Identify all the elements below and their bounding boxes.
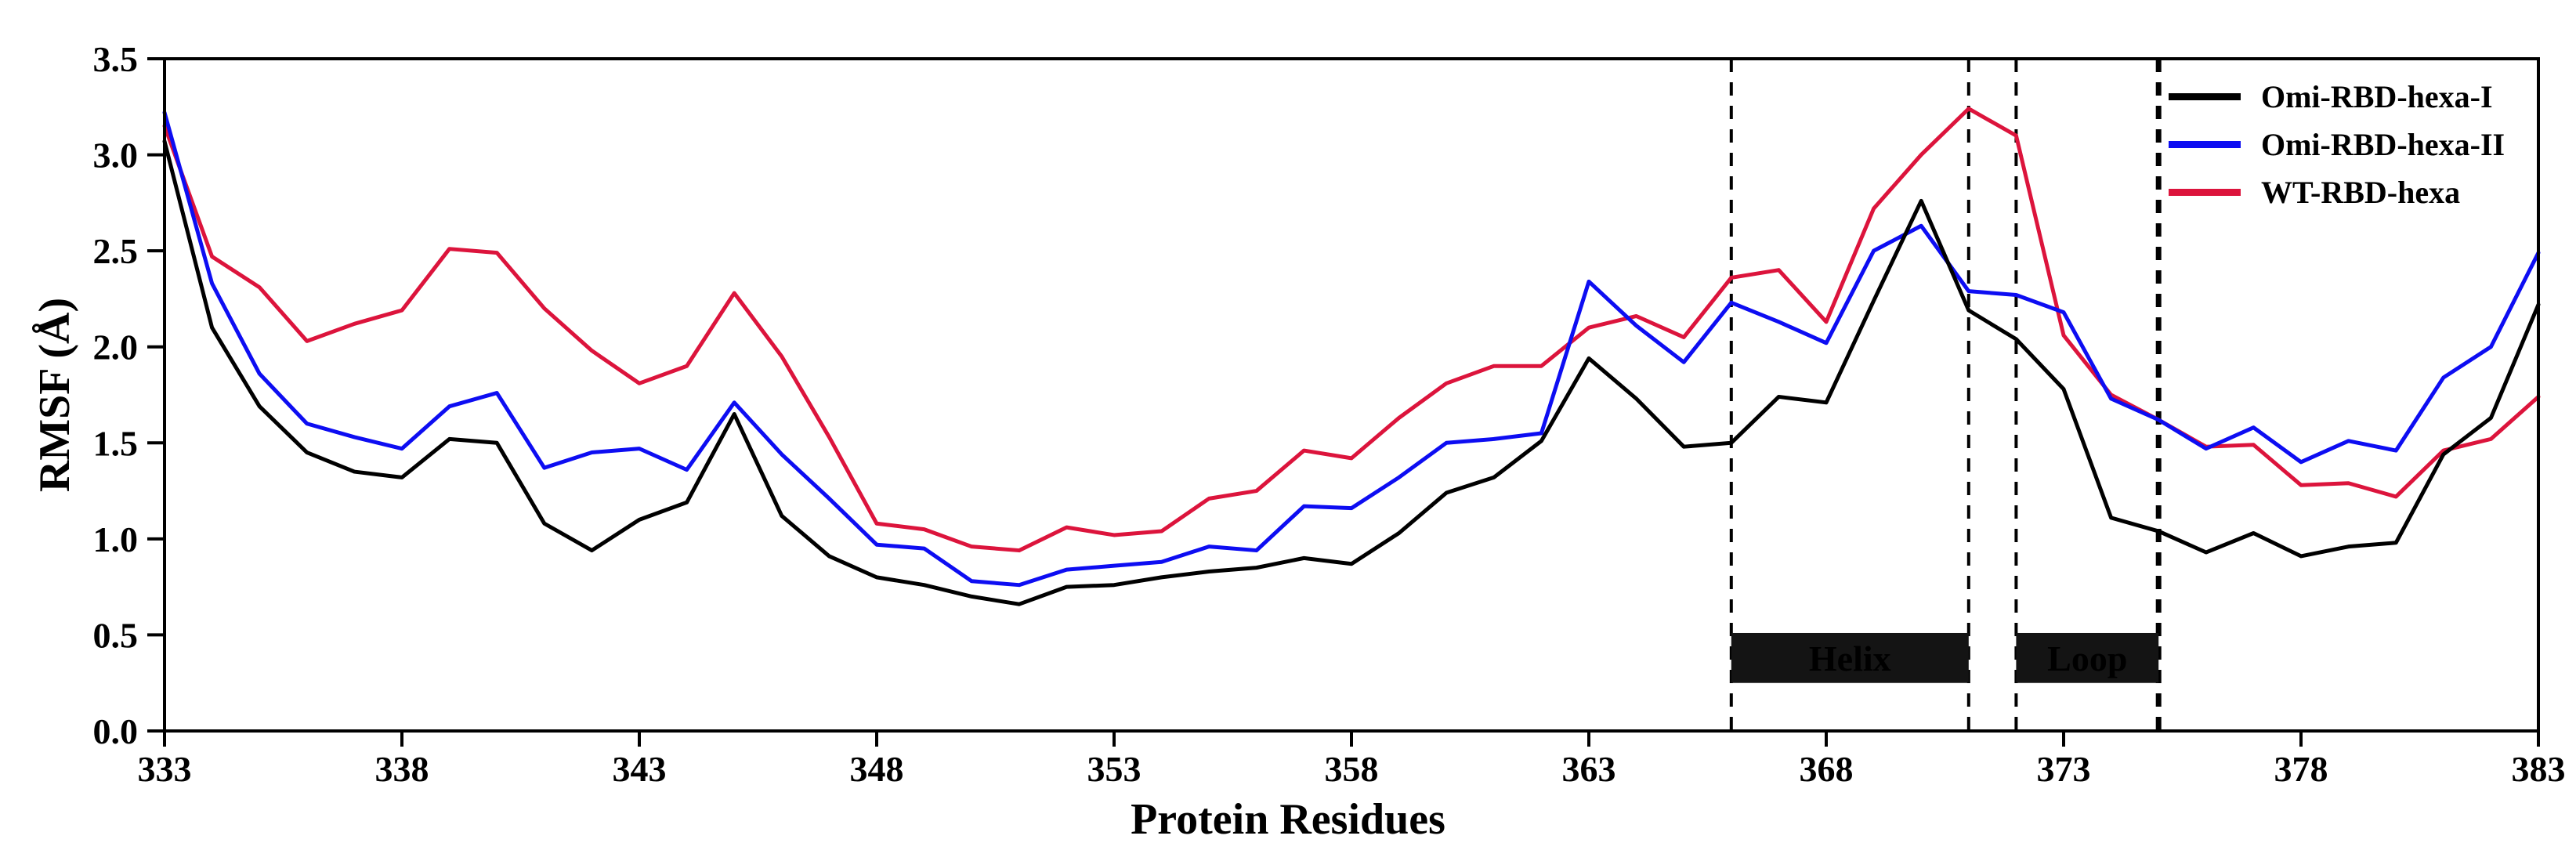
x-tick-label: 358 (1325, 749, 1379, 789)
series-line-omi-rbd-hexa-i (162, 139, 2541, 606)
y-tick-label: 2.5 (93, 231, 139, 271)
x-tick-label: 383 (2512, 749, 2566, 789)
legend-item-omi-rbd-hexa-ii: Omi-RBD-hexa-II (2169, 126, 2505, 163)
y-tick-label: 2.0 (93, 327, 139, 367)
y-axis-title: RMSF (Å) (31, 297, 79, 493)
y-tick-label: 1.5 (93, 423, 139, 463)
x-tick-label: 378 (2274, 749, 2328, 789)
legend-line-swatch-red (2169, 189, 2241, 196)
x-tick-label: 353 (1087, 749, 1141, 789)
y-tick-label: 3.0 (93, 136, 139, 175)
y-tick-label: 1.0 (93, 519, 139, 559)
x-axis-title: Protein Residues (1131, 795, 1445, 844)
helix-region-label: Helix (1809, 639, 1891, 678)
legend: Omi-RBD-hexa-I Omi-RBD-hexa-II WT-RBD-he… (2169, 78, 2505, 211)
legend-item-omi-rbd-hexa-i: Omi-RBD-hexa-I (2169, 78, 2505, 115)
legend-label: WT-RBD-hexa (2261, 175, 2461, 210)
legend-label: Omi-RBD-hexa-I (2261, 79, 2493, 114)
helix-region-bar (1731, 632, 1969, 683)
x-tick-label: 373 (2037, 749, 2091, 789)
x-tick-label: 338 (375, 749, 429, 789)
y-tick-label: 3.5 (93, 39, 139, 79)
legend-line-swatch-black (2169, 93, 2241, 100)
x-tick-label: 348 (850, 749, 904, 789)
series-line-omi-rbd-hexa-ii (162, 110, 2541, 588)
x-tick-label: 363 (1562, 749, 1616, 789)
x-tick-label: 368 (1800, 749, 1854, 789)
legend-label: Omi-RBD-hexa-II (2261, 127, 2505, 162)
loop-region-label: Loop (2047, 639, 2127, 678)
y-tick-label: 0.0 (93, 711, 139, 751)
y-tick-label: 0.5 (93, 615, 139, 655)
x-tick-label: 333 (138, 749, 192, 789)
x-tick-label: 343 (613, 749, 667, 789)
loop-region-bar (2016, 632, 2159, 683)
legend-line-swatch-blue (2169, 141, 2241, 148)
legend-item-wt-rbd-hexa: WT-RBD-hexa (2169, 174, 2505, 211)
